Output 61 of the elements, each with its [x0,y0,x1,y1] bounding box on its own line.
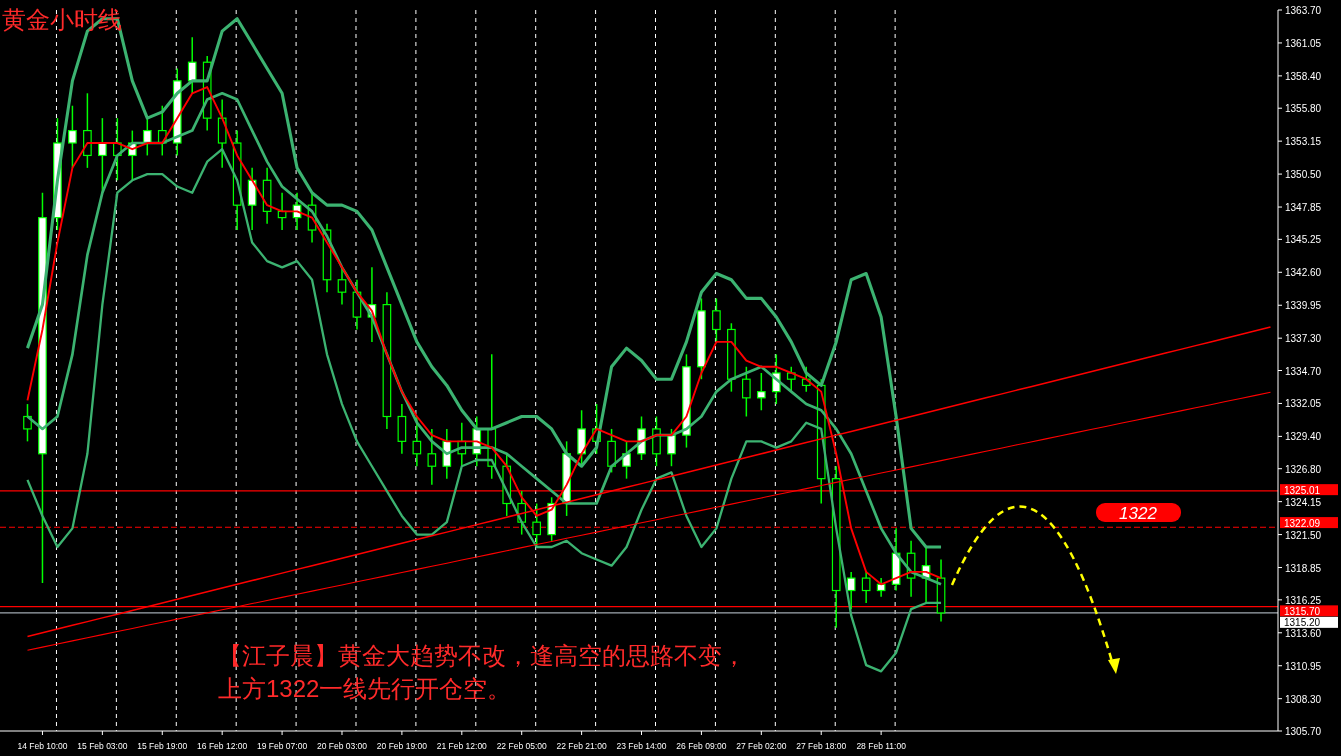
x-tick-label: 26 Feb 09:00 [676,741,727,751]
x-tick-label: 14 Feb 10:00 [17,741,68,751]
candlestick [756,372,766,412]
x-tick-label: 27 Feb 18:00 [796,741,847,751]
annotation: 1322 [1119,504,1158,523]
candlestick [142,117,152,157]
y-tick-label: 1318.85 [1285,562,1322,574]
y-tick-label: 1337.30 [1285,333,1322,345]
y-tick-label: 1353.15 [1285,136,1322,148]
y-tick-label: 1339.95 [1285,300,1322,312]
y-tick-label: 1355.80 [1285,103,1322,115]
y-tick-label: 1363.70 [1285,5,1322,16]
y-tick-label: 1361.05 [1285,37,1322,49]
ref-line-label: 1315.70 [1284,605,1321,617]
y-tick-label: 1316.25 [1285,594,1322,606]
x-tick-label: 20 Feb 19:00 [376,741,428,751]
candlestick [412,415,422,467]
ref-line-label: 1322.09 [1284,517,1321,529]
y-tick-label: 1321.50 [1285,529,1322,541]
y-tick-label: 1345.25 [1285,234,1322,246]
x-tick-label: 28 Feb 11:00 [856,741,907,751]
y-tick-label: 1332.05 [1285,398,1322,410]
candlestick [712,297,721,343]
x-tick-label: 22 Feb 05:00 [496,741,548,751]
x-tick-label: 15 Feb 19:00 [137,741,188,751]
x-tick-label: 20 Feb 03:00 [316,741,368,751]
y-tick-label: 1358.40 [1285,70,1322,82]
candlestick [622,440,631,480]
x-tick-label: 22 Feb 21:00 [556,741,607,751]
candlestick [846,571,856,610]
annotation: 【江子晨】黄金大趋势不改，逢高空的思路不变， [218,642,746,669]
candlestick [876,577,886,598]
y-tick-label: 1347.85 [1285,202,1322,214]
candlestick [187,36,197,95]
x-tick-label: 23 Feb 14:00 [616,741,667,751]
candlestick [337,266,347,306]
candlestick [23,403,32,443]
y-tick-label: 1342.60 [1285,267,1322,279]
x-tick-label: 15 Feb 03:00 [77,741,128,751]
y-tick-label: 1334.70 [1285,365,1322,377]
y-tick-label: 1313.60 [1285,627,1322,639]
candlestick [742,366,751,418]
y-tick-label: 1310.95 [1285,660,1322,672]
x-tick-label: 19 Feb 07:00 [257,741,308,751]
candlestick [427,428,437,486]
x-tick-label: 21 Feb 12:00 [436,741,488,751]
annotation: 上方1322一线先行开仓空。 [218,675,512,702]
candlestick [786,366,796,393]
y-tick-label: 1308.30 [1285,693,1322,705]
ref-line-label: 1315.20 [1284,617,1321,629]
x-tick-label: 27 Feb 02:00 [736,741,787,751]
ref-line-label: 1325.01 [1284,484,1321,496]
candlestick [68,104,77,169]
y-tick-label: 1350.50 [1285,169,1322,181]
x-tick-label: 16 Feb 12:00 [197,741,248,751]
candlestick [861,571,871,604]
y-tick-label: 1326.80 [1285,463,1322,475]
y-tick-label: 1329.40 [1285,431,1322,443]
candlestick [667,428,676,467]
y-tick-label: 1305.70 [1285,726,1322,737]
y-tick-label: 1324.15 [1285,496,1322,508]
